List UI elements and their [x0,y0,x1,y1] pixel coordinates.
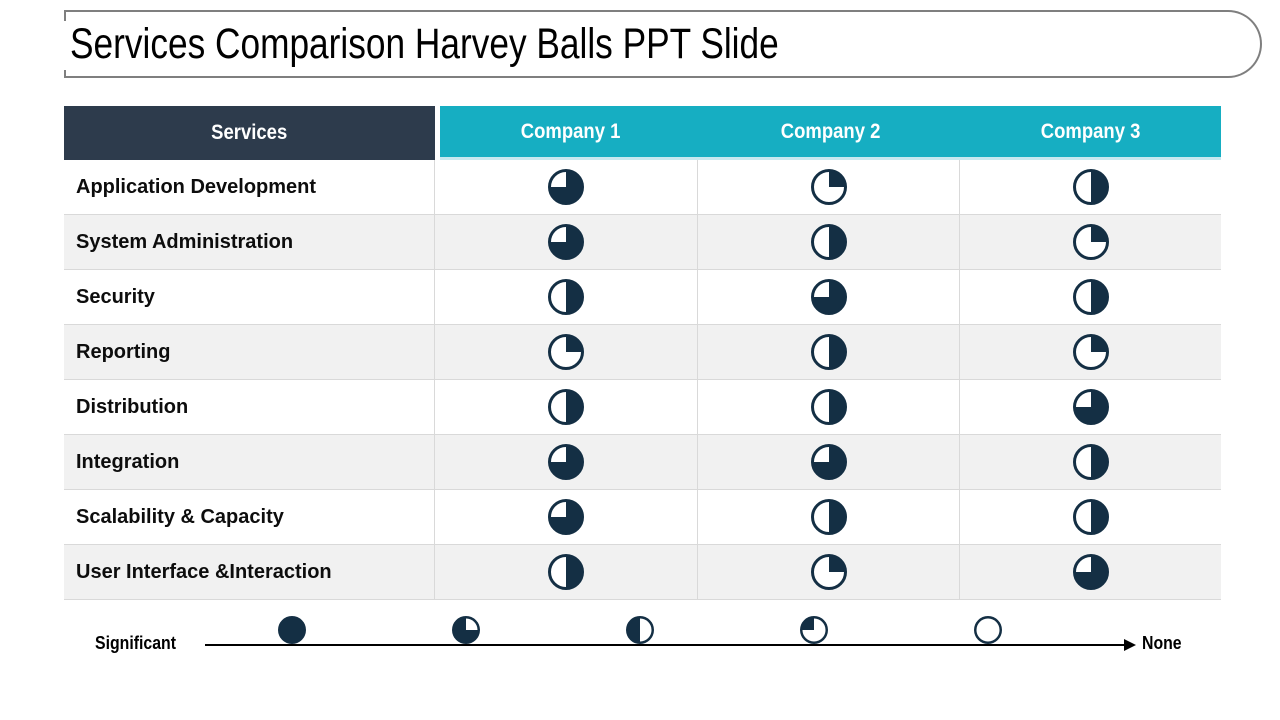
company-3-header-label: Company 3 [1041,119,1141,143]
legend-ball-75 [452,616,480,644]
table-row: Security [64,270,1221,325]
service-label: User Interface &Interaction [64,545,435,599]
legend-none-label: None [1142,633,1182,653]
table-row: Application Development [64,160,1221,215]
service-label: Reporting [64,325,435,379]
harvey-ball-75 [697,270,959,324]
comparison-table: Services Company 1 Company 2 Company 3 A… [64,106,1221,600]
table-header-row: Services Company 1 Company 2 Company 3 [64,106,1221,160]
harvey-ball-75 [697,435,959,489]
service-label: Distribution [64,380,435,434]
company-1-header: Company 1 [440,106,700,157]
company-2-header-label: Company 2 [780,119,881,143]
service-label: Scalability & Capacity [64,490,435,544]
services-column-header: Services [64,106,435,160]
header-gap [435,106,440,160]
legend-ball-0 [974,616,1002,644]
harvey-ball-25 [959,215,1221,269]
page-title: Services Comparison Harvey Balls PPT Sli… [70,20,779,68]
company-3-header: Company 3 [961,106,1221,157]
service-label: Security [64,270,435,324]
company-1-header-label: Company 1 [520,119,620,143]
harvey-ball-25 [959,325,1221,379]
harvey-ball-50 [959,270,1221,324]
slide-title-frame: Services Comparison Harvey Balls PPT Sli… [64,10,1262,78]
table-row: Reporting [64,325,1221,380]
service-label: System Administration [64,215,435,269]
harvey-ball-25 [697,545,959,599]
harvey-ball-75 [435,435,697,489]
company-headers-band: Company 1 Company 2 Company 3 [440,106,1221,160]
legend-ball-50 [626,616,654,644]
legend-arrowhead-icon [1124,639,1136,651]
service-label: Application Development [64,160,435,214]
harvey-ball-50 [959,490,1221,544]
table-row: Distribution [64,380,1221,435]
legend-axis-line [205,644,1127,646]
harvey-ball-50 [959,435,1221,489]
harvey-ball-75 [435,490,697,544]
harvey-ball-50 [697,325,959,379]
harvey-ball-75 [435,160,697,214]
harvey-ball-50 [697,215,959,269]
harvey-ball-25 [435,325,697,379]
harvey-ball-75 [435,215,697,269]
harvey-ball-50 [697,490,959,544]
legend: Significant None [0,600,1280,672]
company-2-header: Company 2 [700,106,960,157]
table-row: Integration [64,435,1221,490]
harvey-ball-50 [435,270,697,324]
table-row: System Administration [64,215,1221,270]
legend-ball-100 [278,616,306,644]
services-header-label: Services [211,121,288,144]
service-label: Integration [64,435,435,489]
table-row: Scalability & Capacity [64,490,1221,545]
harvey-ball-75 [959,380,1221,434]
harvey-ball-50 [435,545,697,599]
legend-ball-25 [800,616,828,644]
harvey-ball-50 [435,380,697,434]
table-row: User Interface &Interaction [64,545,1221,600]
legend-significant-label: Significant [95,633,176,653]
harvey-ball-50 [959,160,1221,214]
harvey-ball-25 [697,160,959,214]
table-body: Application Development System Administra… [64,160,1221,600]
harvey-ball-75 [959,545,1221,599]
harvey-ball-50 [697,380,959,434]
